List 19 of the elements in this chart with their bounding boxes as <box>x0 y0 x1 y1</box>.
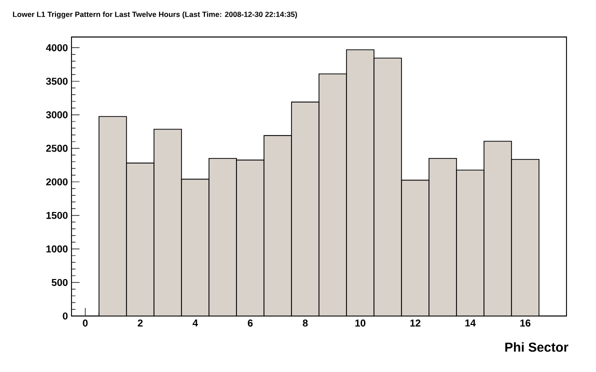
x-tick-label: 2 <box>138 320 143 326</box>
x-tick-label: 6 <box>248 320 253 327</box>
x-tick-label: 14 <box>465 320 476 326</box>
x-tick-label: 4 <box>192 320 198 326</box>
x-tick-label: 10 <box>355 320 366 327</box>
x-tick-label: 12 <box>410 320 420 326</box>
x-axis-title: Phi Sector <box>505 342 568 352</box>
y-tick-label: 1500 <box>46 212 68 219</box>
y-tick-label: 3000 <box>46 111 68 118</box>
y-tick-label: 500 <box>52 278 68 286</box>
y-tick-label: 2000 <box>46 178 68 186</box>
y-tick-label: 4000 <box>46 44 68 52</box>
y-tick-label: 1000 <box>46 245 68 252</box>
x-tick-label: 0 <box>82 320 88 327</box>
y-tick-label: 0 <box>62 312 68 320</box>
y-tick-label: 3500 <box>46 78 68 85</box>
y-tick-label: 2500 <box>46 144 68 152</box>
x-tick-label: 8 <box>302 320 308 327</box>
x-tick-label: 16 <box>520 320 530 327</box>
